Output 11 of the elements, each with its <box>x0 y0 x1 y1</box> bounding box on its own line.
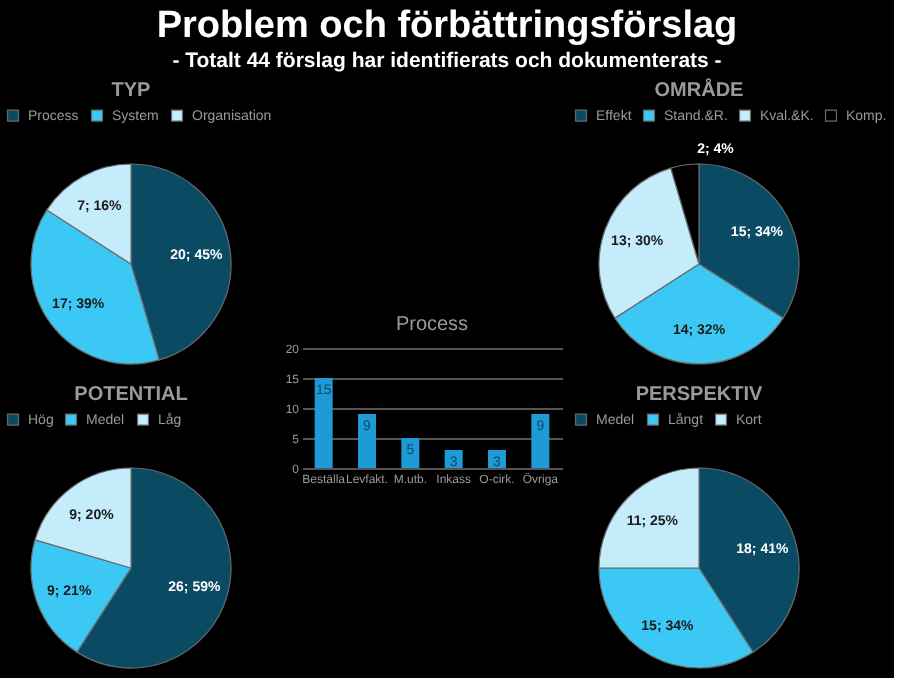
bar <box>531 414 550 468</box>
chart-title: Process <box>395 314 469 336</box>
bar <box>401 438 420 468</box>
chart-title: POTENTIAL <box>74 384 188 406</box>
chart-title: TYP <box>111 80 152 102</box>
chart-title: OMRÅDE <box>654 78 745 102</box>
text: - Totalt 44 förslag har identifierats och dokumenterats - <box>172 49 723 73</box>
bar <box>314 378 333 468</box>
text: Problem och förbättringsförslag <box>156 5 738 47</box>
chart-title: PERSPEKTIV <box>635 384 763 406</box>
bar <box>358 414 376 468</box>
